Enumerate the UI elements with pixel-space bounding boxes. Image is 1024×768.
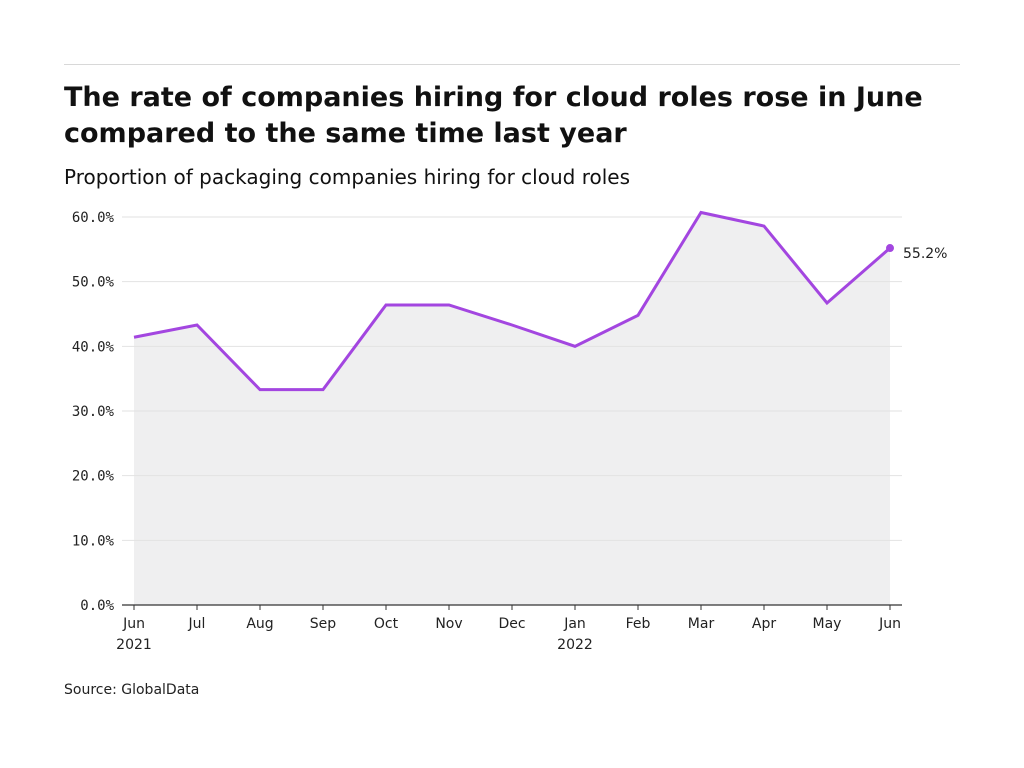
end-point-marker: [886, 244, 894, 253]
x-tick-label: 2022: [557, 637, 593, 653]
area-fill: [134, 212, 890, 605]
y-tick-label: 10.0%: [72, 533, 115, 549]
y-tick-label: 20.0%: [72, 469, 115, 485]
end-point-label: 55.2%: [903, 246, 947, 262]
y-tick-label: 40.0%: [72, 339, 115, 355]
y-tick-label: 0.0%: [80, 598, 114, 614]
x-tick-label: Jun: [122, 616, 145, 632]
x-tick-label: Mar: [688, 616, 715, 632]
source-note: Source: GlobalData: [64, 682, 200, 698]
x-tick-label: Oct: [374, 616, 399, 632]
series-line: [133, 210, 891, 392]
x-tick-label: Apr: [752, 616, 776, 632]
y-tick-label: 60.0%: [72, 210, 115, 226]
top-rule: [64, 64, 960, 65]
chart-title: The rate of companies hiring for cloud r…: [64, 82, 923, 149]
y-tick-label: 30.0%: [72, 404, 115, 420]
x-tick-label: Feb: [626, 616, 651, 632]
chart-subtitle: Proportion of packaging companies hiring…: [64, 165, 630, 189]
y-tick-label: 50.0%: [72, 275, 115, 291]
x-tick-label: Jan: [563, 616, 586, 632]
x-tick-label: May: [813, 616, 842, 632]
x-tick-label: Nov: [435, 616, 462, 632]
line-chart: 0.0% 10.0% 20.0% 30.0% 40.0% 50.0% 60.0% Jun 202…: [72, 210, 948, 653]
x-tick-label: 2021: [116, 637, 152, 653]
x-tick-label: Dec: [498, 616, 525, 632]
x-tick-label: Jun: [878, 616, 901, 632]
x-tick-label: Aug: [246, 616, 273, 632]
x-tick-label: Sep: [310, 616, 337, 632]
x-tick-label: Jul: [188, 616, 206, 632]
